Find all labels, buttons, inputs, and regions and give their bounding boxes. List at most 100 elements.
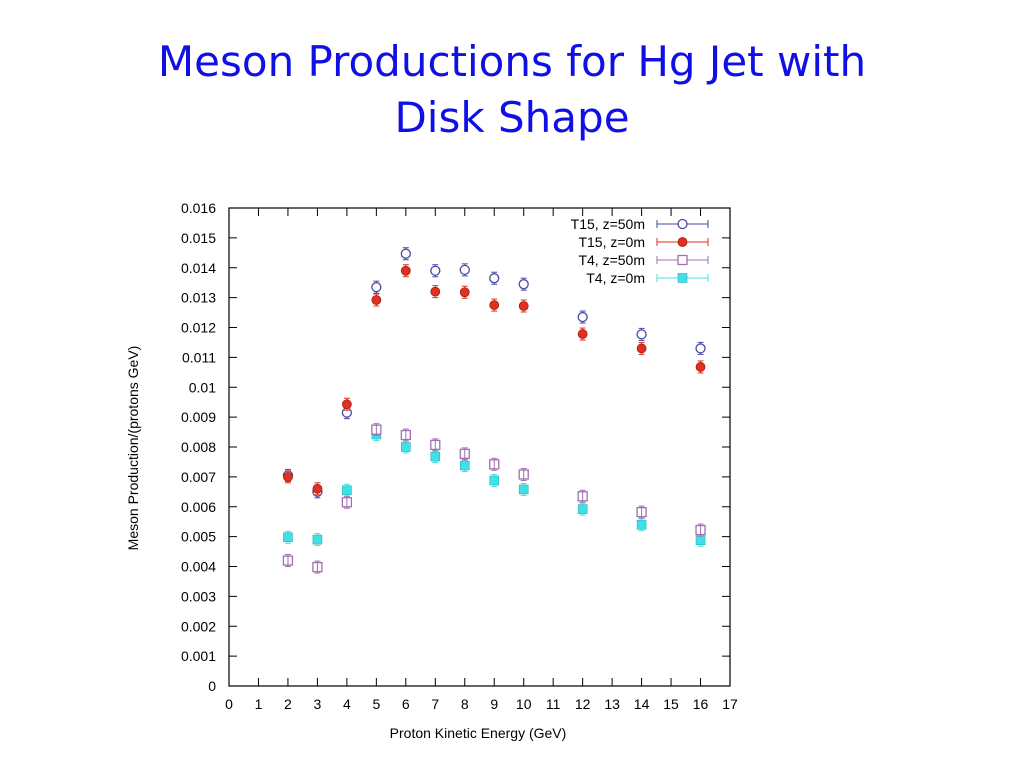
data-point xyxy=(695,360,706,374)
x-tick-label: 4 xyxy=(343,696,351,712)
x-tick-label: 8 xyxy=(461,696,469,712)
x-tick-label: 2 xyxy=(284,696,292,712)
marker-shape xyxy=(518,301,529,311)
y-tick-label: 0.001 xyxy=(181,648,216,664)
data-point xyxy=(341,495,353,509)
marker-shape xyxy=(695,362,706,372)
marker-shape xyxy=(577,504,588,514)
y-tick-label: 0.011 xyxy=(182,349,216,365)
marker-shape xyxy=(341,399,352,410)
marker-shape xyxy=(430,451,441,462)
x-tick-label: 12 xyxy=(575,696,591,712)
marker-shape xyxy=(695,535,706,546)
data-point xyxy=(489,298,500,312)
data-point xyxy=(518,299,529,313)
legend-label: T4, z=0m xyxy=(586,270,645,286)
data-point xyxy=(312,482,323,496)
x-tick-label: 1 xyxy=(255,696,263,712)
data-point xyxy=(577,310,588,324)
data-point xyxy=(636,518,647,532)
axes-layer xyxy=(228,207,731,687)
marker-shape xyxy=(430,265,441,276)
data-point xyxy=(342,483,352,497)
x-tick-label: 0 xyxy=(225,696,233,712)
marker-shape xyxy=(312,483,323,494)
marker-shape xyxy=(283,532,293,543)
data-point xyxy=(695,341,706,355)
y-tick-label: 0.016 xyxy=(181,200,216,216)
y-tick-label: 0.01 xyxy=(189,379,216,395)
marker-shape xyxy=(518,484,529,495)
data-point xyxy=(577,489,588,503)
data-point xyxy=(459,459,470,473)
data-point xyxy=(489,473,500,487)
series-2 xyxy=(282,423,706,574)
marker-shape xyxy=(371,295,382,305)
marker-shape xyxy=(371,282,382,293)
plot-frame xyxy=(228,207,731,687)
y-tick-label: 0 xyxy=(208,678,216,694)
marker-shape xyxy=(459,287,470,298)
data-point xyxy=(430,264,441,278)
data-point xyxy=(312,533,323,547)
x-tick-label: 13 xyxy=(604,696,620,712)
x-tick-label: 3 xyxy=(314,696,322,712)
data-point xyxy=(283,530,293,544)
y-tick-label: 0.015 xyxy=(181,230,216,246)
data-point xyxy=(283,470,293,484)
y-tick-label: 0.014 xyxy=(181,260,216,276)
marker-shape xyxy=(459,460,470,471)
legend-marker xyxy=(677,237,688,247)
y-tick-label: 0.005 xyxy=(181,529,216,545)
x-axis-label: Proton Kinetic Energy (GeV) xyxy=(390,725,567,741)
data-point xyxy=(430,438,441,452)
data-point xyxy=(577,502,588,516)
x-tick-label: 6 xyxy=(402,696,410,712)
series-layer xyxy=(282,247,706,574)
marker-shape xyxy=(400,265,411,276)
data-point xyxy=(371,423,382,437)
legend-label: T15, z=0m xyxy=(578,234,645,250)
marker-shape xyxy=(518,279,529,290)
marker-shape xyxy=(459,264,470,275)
y-tick-label: 0.003 xyxy=(181,588,216,604)
legend-label: T4, z=50m xyxy=(578,252,645,268)
data-point xyxy=(430,285,441,299)
data-point xyxy=(636,341,647,355)
x-tick-label: 14 xyxy=(634,696,650,712)
x-tick-label: 5 xyxy=(372,696,380,712)
marker-shape xyxy=(577,329,588,339)
marker-shape xyxy=(342,485,352,496)
data-point xyxy=(371,280,382,294)
y-tick-label: 0.007 xyxy=(181,469,216,485)
slide-title: Meson Productions for Hg Jet with Disk S… xyxy=(0,34,1024,146)
data-point xyxy=(400,428,411,442)
marker-shape xyxy=(636,329,647,340)
data-point xyxy=(400,264,411,278)
marker-shape xyxy=(489,475,500,486)
legend-label: T15, z=50m xyxy=(571,216,645,232)
y-tick-label: 0.012 xyxy=(181,320,216,336)
y-axis-label: Meson Production/(protons GeV) xyxy=(125,346,141,551)
data-point xyxy=(401,440,411,454)
data-point xyxy=(341,397,352,411)
x-tick-label: 15 xyxy=(663,696,679,712)
data-point xyxy=(695,523,706,537)
legend: T15, z=50m T15, z=0m T4, z=50m T4, z=0m xyxy=(571,216,709,286)
y-tick-label: 0.009 xyxy=(181,409,216,425)
marker-shape xyxy=(489,273,500,284)
data-point xyxy=(489,271,500,285)
x-tick-label: 9 xyxy=(490,696,498,712)
data-point xyxy=(459,285,470,299)
data-point xyxy=(430,450,441,464)
x-tick-label: 17 xyxy=(722,696,738,712)
data-point xyxy=(518,482,529,496)
marker-shape xyxy=(400,248,411,259)
marker-shape xyxy=(430,286,441,297)
marker-shape xyxy=(401,442,411,452)
legend-marker xyxy=(677,218,688,230)
legend-marker xyxy=(677,273,688,283)
y-tick-label: 0.004 xyxy=(181,559,216,575)
y-tick-label: 0.008 xyxy=(181,439,216,455)
